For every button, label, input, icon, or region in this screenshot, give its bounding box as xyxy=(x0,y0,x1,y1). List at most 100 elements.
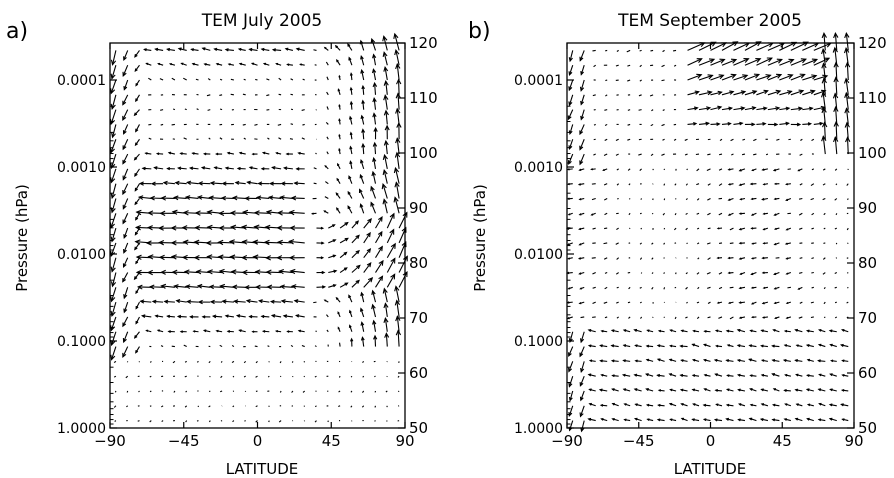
vector-arrow xyxy=(398,241,407,258)
vector-arrow xyxy=(698,58,715,66)
vector-arrowhead xyxy=(805,343,810,348)
vector-arrow xyxy=(384,303,388,318)
vector-arrow xyxy=(753,153,757,156)
vector-arrowhead xyxy=(805,329,810,333)
vector-arrow xyxy=(847,198,849,201)
vector-arrowhead xyxy=(752,90,758,95)
vector-arrowhead xyxy=(395,315,401,322)
vector-arrowhead xyxy=(290,284,297,289)
vector-arrow xyxy=(616,286,619,289)
vector-arrowhead xyxy=(805,388,810,392)
vector-arrowhead xyxy=(783,329,788,333)
vector-arrowhead xyxy=(813,42,820,48)
vector-arrowhead xyxy=(579,287,582,290)
vector-arrowhead xyxy=(707,90,713,96)
vector-arrow xyxy=(291,197,305,200)
vector-arrowhead xyxy=(817,359,821,363)
vector-arrowhead xyxy=(736,358,741,363)
vector-arrow xyxy=(661,64,665,68)
vector-arrow xyxy=(593,123,596,126)
vector-arrowhead xyxy=(378,275,384,281)
vector-arrowhead xyxy=(749,403,753,407)
vector-arrowhead xyxy=(738,286,742,290)
vector-arrowhead xyxy=(760,329,764,333)
vector-arrowhead xyxy=(156,329,160,332)
vector-arrowhead xyxy=(288,239,295,245)
vector-arrowhead xyxy=(646,329,650,333)
vector-arrow xyxy=(374,83,377,95)
vector-arrowhead xyxy=(133,112,138,117)
vector-arrow xyxy=(765,153,769,156)
vector-arrow xyxy=(209,375,211,378)
vector-arrowhead xyxy=(252,239,259,245)
vector-arrowhead xyxy=(720,42,728,48)
vector-arrowhead xyxy=(716,256,720,260)
vector-arrowhead xyxy=(633,417,638,421)
vector-arrowhead xyxy=(237,47,242,51)
vector-arrow xyxy=(122,64,129,77)
vector-arrow xyxy=(822,63,826,81)
vector-arrow xyxy=(243,78,246,81)
vector-arrow xyxy=(685,272,688,275)
vector-arrowhead xyxy=(715,344,719,348)
vector-arrow xyxy=(811,168,815,171)
vector-arrowhead xyxy=(727,198,731,201)
vector-arrow xyxy=(122,272,129,282)
vector-arrowhead xyxy=(348,175,352,180)
vector-arrowhead xyxy=(402,255,408,262)
vector-arrowhead xyxy=(579,338,585,344)
vector-arrowhead xyxy=(749,388,753,391)
vector-arrow xyxy=(219,270,234,274)
vector-arrowhead xyxy=(135,290,139,295)
vector-arrowhead xyxy=(833,32,839,39)
vector-arrowhead xyxy=(669,329,673,332)
vector-arrowhead xyxy=(679,344,684,348)
vector-arrow xyxy=(579,346,585,357)
vector-arrow xyxy=(154,167,164,170)
vector-arrowhead xyxy=(110,354,116,361)
vector-arrowhead xyxy=(714,389,718,392)
vector-arrowhead xyxy=(179,330,183,334)
vector-arrow xyxy=(579,139,585,150)
vector-arrow xyxy=(721,59,737,66)
vector-arrowhead xyxy=(806,417,810,421)
vector-arrowhead xyxy=(360,55,364,60)
vector-arrowhead xyxy=(260,47,265,52)
vector-arrowhead xyxy=(579,86,585,92)
vector-arrowhead xyxy=(795,373,799,377)
vector-arrow xyxy=(823,108,826,125)
vector-arrowhead xyxy=(299,63,302,66)
vector-arrowhead xyxy=(773,213,777,216)
vector-arrowhead xyxy=(833,120,839,127)
vector-arrowhead xyxy=(382,287,388,294)
vector-arrow xyxy=(569,420,574,431)
vector-arrowhead xyxy=(361,142,366,148)
vector-arrow xyxy=(255,360,258,364)
vector-arrow xyxy=(787,286,791,289)
vector-arrowhead xyxy=(244,196,250,201)
vector-arrow xyxy=(206,94,211,97)
vector-arrowhead xyxy=(175,299,181,304)
vector-arrowhead xyxy=(610,329,615,333)
vector-arrowhead xyxy=(587,373,592,377)
vector-arrow xyxy=(822,136,826,155)
vector-arrowhead xyxy=(568,382,573,388)
vector-arrow xyxy=(813,57,830,66)
vector-arrowhead xyxy=(332,224,336,228)
vector-arrow xyxy=(628,212,631,216)
vector-arrow xyxy=(580,390,585,401)
vector-arrow xyxy=(111,257,117,272)
vector-arrowhead xyxy=(336,177,340,181)
vector-arrowhead xyxy=(206,224,213,231)
vector-arrowhead xyxy=(193,254,200,261)
vector-arrow xyxy=(627,109,631,111)
vector-arrow xyxy=(802,90,815,96)
vector-arrowhead xyxy=(833,105,839,112)
vector-arrow xyxy=(616,301,619,304)
vector-arrowhead xyxy=(394,285,400,292)
vector-arrowhead xyxy=(622,329,627,332)
vector-arrow xyxy=(123,287,129,299)
vector-arrow xyxy=(249,166,258,170)
vector-arrow xyxy=(673,138,677,141)
vector-arrow xyxy=(651,242,654,245)
